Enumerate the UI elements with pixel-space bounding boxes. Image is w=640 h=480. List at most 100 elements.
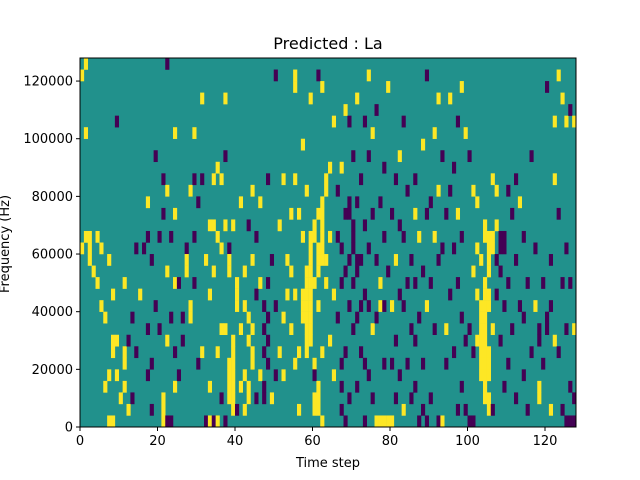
heatmap-cell bbox=[188, 300, 193, 312]
heatmap-cell bbox=[521, 369, 526, 382]
heatmap-cell bbox=[87, 230, 92, 243]
heatmap-cell bbox=[320, 219, 325, 232]
heatmap-cell bbox=[308, 334, 313, 347]
heatmap-cell bbox=[393, 392, 399, 405]
heatmap-cell bbox=[157, 323, 162, 335]
heatmap-cell bbox=[560, 277, 565, 289]
heatmap-cell bbox=[436, 415, 441, 428]
heatmap-cell bbox=[138, 288, 143, 301]
heatmap-cell bbox=[262, 392, 267, 405]
heatmap-cell bbox=[184, 242, 189, 255]
heatmap-cell bbox=[572, 392, 577, 405]
heatmap-cell bbox=[293, 173, 298, 186]
heatmap-cell bbox=[347, 115, 352, 128]
heatmap-cell bbox=[413, 277, 418, 289]
heatmap-cell bbox=[308, 288, 313, 301]
heatmap-cell bbox=[529, 346, 534, 359]
heatmap-cell bbox=[242, 300, 247, 312]
heatmap-cell bbox=[122, 380, 127, 393]
heatmap-cell bbox=[223, 415, 228, 428]
heatmap-cell bbox=[378, 277, 383, 289]
heatmap-cell bbox=[173, 127, 178, 139]
y-axis: 0 20000 40000 60000 80000 100000 120000 bbox=[23, 75, 80, 436]
heatmap-cell bbox=[486, 288, 492, 301]
heatmap-cell bbox=[525, 403, 530, 416]
heatmap-cell bbox=[556, 346, 561, 359]
heatmap-cell bbox=[126, 403, 131, 416]
heatmap-cell bbox=[300, 230, 306, 243]
heatmap-cell bbox=[316, 392, 321, 405]
heatmap-cell bbox=[223, 219, 228, 232]
heatmap-cell bbox=[483, 346, 488, 359]
heatmap-cell bbox=[169, 230, 174, 243]
heatmap-cell bbox=[436, 184, 441, 197]
heatmap-cell bbox=[479, 357, 484, 370]
heatmap-cell bbox=[266, 357, 271, 370]
heatmap-cell bbox=[486, 369, 492, 382]
x-tick-label: 80 bbox=[382, 434, 399, 449]
heatmap-cell bbox=[316, 300, 321, 312]
heatmap-cell bbox=[134, 242, 139, 255]
heatmap-cell bbox=[382, 230, 387, 243]
heatmap-cell bbox=[211, 415, 216, 428]
heatmap-cell bbox=[324, 254, 329, 266]
heatmap-cell bbox=[266, 173, 271, 186]
heatmap-cell bbox=[486, 357, 492, 370]
heatmap-cell bbox=[421, 357, 426, 370]
heatmap-cell bbox=[300, 138, 306, 151]
heatmap-cell bbox=[471, 184, 476, 197]
heatmap-cell bbox=[207, 219, 213, 232]
heatmap-cell bbox=[386, 415, 391, 428]
y-tick-label: 100000 bbox=[23, 132, 73, 147]
heatmap-cell bbox=[401, 300, 406, 312]
heatmap-cell bbox=[564, 415, 569, 428]
heatmap-cell bbox=[560, 403, 565, 416]
heatmap-cell bbox=[246, 311, 251, 324]
heatmap-cell bbox=[479, 346, 484, 359]
heatmap-cell bbox=[355, 92, 360, 105]
heatmap-cell bbox=[95, 277, 100, 289]
x-tick-label: 100 bbox=[455, 434, 480, 449]
heatmap-cell bbox=[324, 277, 329, 289]
heatmap-cell bbox=[200, 346, 205, 359]
heatmap-cell bbox=[533, 242, 538, 255]
heatmap-cell bbox=[343, 104, 348, 116]
heatmap-cell bbox=[250, 254, 255, 266]
heatmap-cell bbox=[483, 311, 488, 324]
heatmap-cell bbox=[390, 207, 395, 220]
heatmap-cell bbox=[262, 300, 267, 312]
heatmap-cell bbox=[122, 346, 127, 359]
heatmap-cell bbox=[246, 380, 251, 393]
heatmap-cell bbox=[219, 173, 224, 186]
heatmap-cell bbox=[200, 92, 205, 105]
heatmap-cell bbox=[269, 392, 275, 405]
heatmap-cell bbox=[479, 254, 484, 266]
heatmap-cell bbox=[111, 288, 116, 301]
heatmap-cell bbox=[448, 184, 453, 197]
heatmap-cell bbox=[506, 357, 511, 370]
heatmap-cell bbox=[370, 207, 375, 220]
heatmap-cell bbox=[331, 369, 337, 382]
heatmap-cell bbox=[238, 196, 244, 209]
heatmap-cell bbox=[409, 392, 414, 405]
heatmap-cell bbox=[184, 254, 189, 266]
heatmap-cell bbox=[537, 323, 542, 335]
heatmap-cell bbox=[405, 357, 410, 370]
heatmap-cell bbox=[471, 415, 476, 428]
heatmap-cell bbox=[366, 150, 371, 163]
heatmap-cell bbox=[351, 323, 356, 335]
heatmap-cell bbox=[490, 230, 495, 243]
heatmap-cell bbox=[417, 230, 422, 243]
heatmap-cell bbox=[161, 392, 166, 405]
heatmap-cell bbox=[308, 300, 313, 312]
heatmap-cell bbox=[560, 92, 565, 105]
heatmap-cell bbox=[343, 346, 348, 359]
heatmap-cell bbox=[533, 300, 538, 312]
heatmap-cell bbox=[142, 242, 147, 255]
heatmap-cell bbox=[339, 161, 344, 174]
heatmap-cell bbox=[312, 230, 317, 243]
heatmap-cell bbox=[490, 242, 495, 255]
heatmap-cell bbox=[502, 300, 507, 312]
x-axis-label: Time step bbox=[295, 456, 360, 471]
